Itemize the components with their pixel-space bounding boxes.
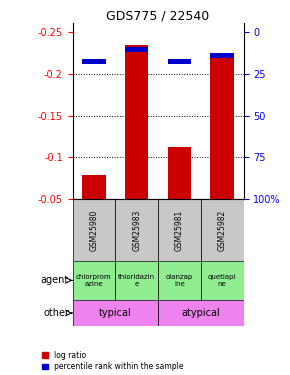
Title: GDS775 / 22540: GDS775 / 22540 <box>106 9 210 22</box>
Text: thioridazin
e: thioridazin e <box>118 274 155 287</box>
Bar <box>125 46 148 52</box>
Bar <box>168 147 191 199</box>
Text: agent: agent <box>41 275 69 285</box>
Bar <box>115 199 158 261</box>
Bar <box>125 45 148 199</box>
Bar <box>201 199 244 261</box>
Text: other: other <box>43 308 69 318</box>
Text: atypical: atypical <box>182 308 220 318</box>
Bar <box>158 300 244 326</box>
Bar <box>211 56 234 199</box>
Text: GSM25983: GSM25983 <box>132 209 141 251</box>
Bar <box>168 59 191 64</box>
Bar <box>72 199 115 261</box>
Bar <box>72 300 158 326</box>
Bar <box>158 261 201 300</box>
Bar <box>201 261 244 300</box>
Bar <box>72 261 115 300</box>
Text: chlorprom
azine: chlorprom azine <box>76 274 112 287</box>
Bar <box>82 175 106 199</box>
Text: GSM25982: GSM25982 <box>218 209 227 251</box>
Text: typical: typical <box>99 308 132 318</box>
Text: quetiapi
ne: quetiapi ne <box>208 274 236 287</box>
Legend: log ratio, percentile rank within the sample: log ratio, percentile rank within the sa… <box>41 351 183 371</box>
Text: GSM25981: GSM25981 <box>175 209 184 251</box>
Bar <box>211 53 234 58</box>
Text: olanzap
ine: olanzap ine <box>166 274 193 287</box>
Text: GSM25980: GSM25980 <box>89 209 98 251</box>
Bar <box>115 261 158 300</box>
Bar <box>158 199 201 261</box>
Bar <box>82 59 106 64</box>
